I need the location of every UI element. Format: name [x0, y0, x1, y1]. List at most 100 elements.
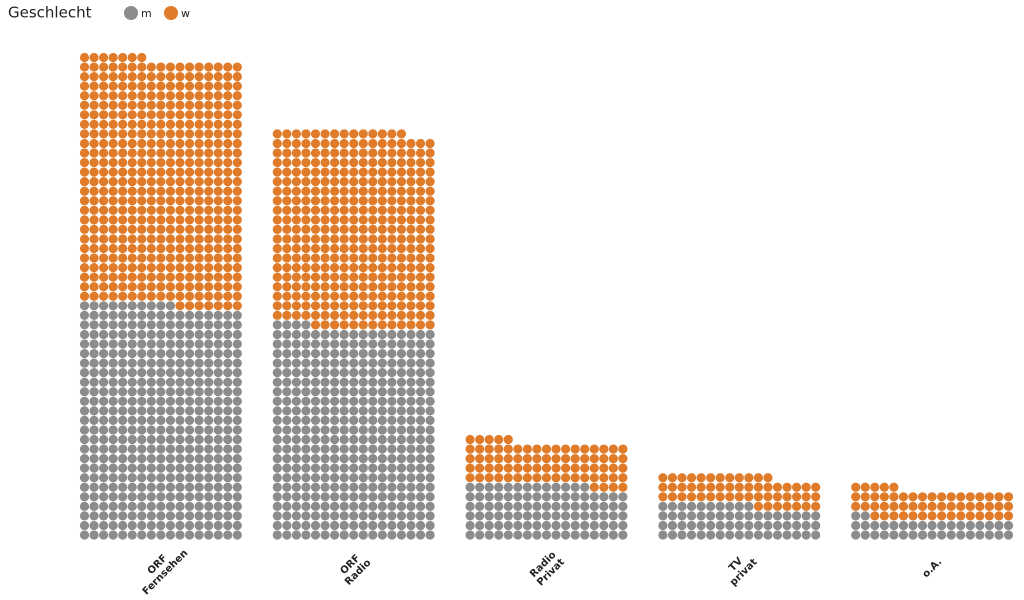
dot — [282, 463, 292, 473]
dot — [415, 415, 426, 425]
dot — [118, 91, 128, 101]
dot — [377, 253, 387, 263]
dot — [272, 339, 282, 349]
dot — [415, 473, 426, 483]
dot — [165, 148, 176, 158]
dot — [677, 530, 687, 540]
dot — [889, 482, 899, 492]
dot — [415, 196, 426, 206]
dot — [137, 62, 147, 72]
dot — [320, 348, 330, 359]
dot — [213, 501, 223, 511]
dot — [465, 520, 475, 531]
dot — [282, 205, 292, 215]
dot — [232, 368, 242, 378]
dot — [406, 425, 416, 435]
dot — [127, 196, 137, 206]
dot — [425, 138, 435, 149]
dot — [686, 511, 697, 521]
dot — [146, 530, 156, 540]
dot — [320, 205, 330, 215]
dot — [396, 167, 407, 177]
dot — [108, 454, 118, 464]
dot — [79, 72, 90, 82]
dot — [184, 482, 195, 492]
dot — [213, 234, 223, 244]
dot — [108, 387, 118, 397]
dot — [889, 530, 899, 540]
dot — [686, 501, 697, 511]
dot — [387, 253, 397, 263]
dot — [715, 482, 725, 492]
dot — [465, 444, 475, 454]
dot — [339, 339, 349, 349]
dot — [301, 234, 311, 244]
dot — [889, 501, 899, 511]
dot — [301, 167, 311, 177]
dot — [425, 263, 435, 273]
dot — [184, 72, 195, 82]
dot — [213, 339, 223, 349]
dot — [282, 377, 292, 387]
dot — [377, 473, 387, 483]
dot — [194, 224, 204, 234]
dot — [89, 243, 99, 254]
dot — [301, 205, 311, 215]
dot — [860, 501, 870, 511]
dot — [108, 415, 118, 425]
dot — [165, 157, 176, 168]
dot — [213, 530, 223, 540]
dot — [368, 463, 378, 473]
dot — [127, 81, 137, 91]
dot — [792, 520, 802, 531]
dot — [165, 196, 176, 206]
dot — [118, 348, 128, 359]
dot — [272, 434, 282, 445]
dot — [715, 511, 725, 521]
dot — [127, 387, 137, 397]
dot — [156, 358, 166, 368]
dot — [272, 425, 282, 435]
dot — [137, 272, 147, 282]
dot — [368, 425, 378, 435]
dot — [387, 329, 397, 340]
dot — [79, 492, 90, 502]
dot — [108, 463, 118, 473]
dot — [320, 329, 330, 340]
dot — [175, 396, 185, 406]
dot — [387, 415, 397, 425]
dot — [175, 482, 185, 492]
dot — [79, 52, 90, 63]
dot — [330, 492, 340, 502]
dot — [599, 511, 609, 521]
dot — [204, 511, 214, 521]
dot — [425, 387, 435, 397]
dot — [339, 348, 349, 359]
dot — [223, 157, 233, 168]
dot — [396, 387, 407, 397]
dot — [801, 511, 811, 521]
dot — [589, 473, 599, 483]
dot — [194, 177, 204, 187]
dot — [310, 205, 321, 215]
dot — [772, 511, 783, 521]
dot — [387, 501, 397, 511]
dot — [301, 339, 311, 349]
dot — [406, 167, 416, 177]
dot — [706, 482, 716, 492]
dot — [339, 148, 349, 158]
dot — [301, 463, 311, 473]
dot — [175, 492, 185, 502]
dot — [320, 358, 330, 368]
dot — [368, 138, 378, 149]
dot — [127, 148, 137, 158]
dot — [223, 492, 233, 502]
dot — [127, 425, 137, 435]
dot — [204, 454, 214, 464]
dot — [330, 177, 340, 187]
dot — [127, 339, 137, 349]
dot — [484, 463, 494, 473]
dot — [282, 454, 292, 464]
dot — [194, 119, 204, 129]
dot — [272, 310, 282, 320]
